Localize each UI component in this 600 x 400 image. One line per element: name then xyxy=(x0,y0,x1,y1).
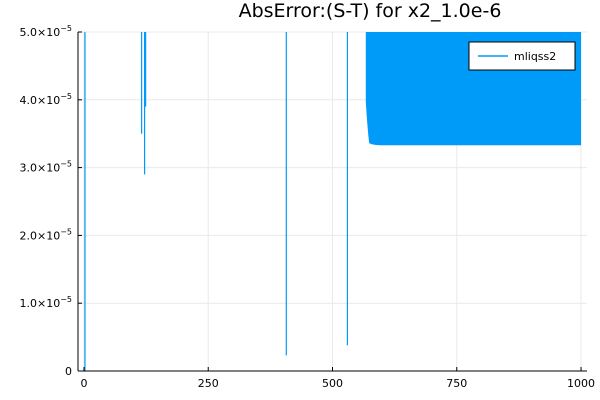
x-tick-label: 0 xyxy=(80,377,87,390)
legend: mliqss2 xyxy=(468,41,576,71)
y-tick-label: 0 xyxy=(65,365,72,378)
x-tick-label: 750 xyxy=(446,377,467,390)
x-tick-label: 1000 xyxy=(567,377,595,390)
y-tick-label: 3.0×10−5 xyxy=(19,160,72,175)
legend-label-mliqss2: mliqss2 xyxy=(514,50,556,63)
y-tick-label: 1.0×10−5 xyxy=(19,295,72,310)
chart-title: AbsError:(S-T) for x2_1.0e-6 xyxy=(239,0,502,22)
y-tick-label: 4.0×10−5 xyxy=(19,92,72,107)
y-tick-labels: 0 1.0×10−5 2.0×10−5 3.0×10−5 4.0×10−5 5.0×10−… xyxy=(19,24,82,378)
x-tick-label: 250 xyxy=(198,377,219,390)
y-tick-label: 2.0×10−5 xyxy=(19,227,72,242)
y-tick-label: 5.0×10−5 xyxy=(19,24,72,39)
x-tick-label: 500 xyxy=(322,377,343,390)
x-tick-labels: 0 250 500 750 1000 xyxy=(80,367,595,390)
